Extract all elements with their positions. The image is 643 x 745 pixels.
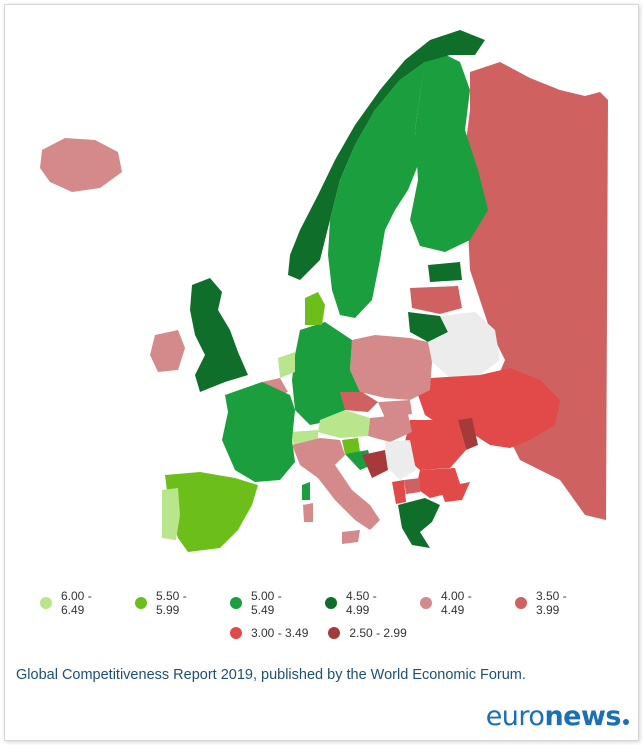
region-estonia <box>428 262 462 282</box>
region-corsica <box>302 482 310 500</box>
europe-map <box>40 30 608 552</box>
region-poland <box>350 335 432 400</box>
region-iceland <box>40 138 122 192</box>
legend-swatch <box>230 627 242 639</box>
legend-item: 3.00 - 3.49 <box>230 626 308 640</box>
region-romania <box>402 420 466 470</box>
region-sicily <box>342 530 360 544</box>
region-france <box>222 382 295 482</box>
region-albania <box>392 480 406 504</box>
region-slovakia <box>378 400 412 418</box>
legend-swatch <box>328 627 341 639</box>
legend-item: 2.50 - 2.99 <box>328 626 407 640</box>
legend-label: 3.50 - 3.99 <box>536 589 567 617</box>
region-moldova <box>458 418 478 450</box>
region-turkey <box>440 482 470 502</box>
legend-swatch <box>135 597 147 609</box>
region-great-britain <box>190 278 248 392</box>
legend-swatch <box>325 597 337 609</box>
region-sweden <box>328 62 425 318</box>
logo-text-bold: news <box>544 701 621 732</box>
region-netherlands <box>278 352 295 378</box>
legend-swatch <box>40 597 52 609</box>
legend-item: 6.00 - 6.49 <box>40 589 115 617</box>
legend-item: 5.50 - 5.99 <box>135 589 210 617</box>
region-hungary <box>368 414 412 442</box>
region-portugal <box>162 488 180 540</box>
region-north-macedonia <box>404 478 420 494</box>
region-ireland <box>150 330 185 372</box>
region-finland <box>410 52 488 252</box>
legend-label: 2.50 - 2.99 <box>349 626 407 640</box>
legend-swatch <box>515 597 527 609</box>
region-lithuania <box>408 312 448 342</box>
legend-label: 5.00 - 5.49 <box>251 589 282 617</box>
region-czechia <box>340 392 378 412</box>
region-austria <box>318 410 370 438</box>
region-bosnia <box>362 450 388 478</box>
legend-item: 4.50 - 4.99 <box>325 589 400 617</box>
region-russia <box>465 62 608 520</box>
caption: Global Competitiveness Report 2019, publ… <box>16 667 526 683</box>
legend-item: 4.00 - 4.49 <box>420 589 495 617</box>
legend-label: 3.00 - 3.49 <box>251 626 309 640</box>
legend-label: 4.00 - 4.49 <box>441 589 472 617</box>
legend-swatch <box>420 597 432 609</box>
region-spain <box>165 472 258 552</box>
logo-text-light: euro <box>485 701 545 732</box>
legend-label: 4.50 - 4.99 <box>346 589 377 617</box>
legend: 6.00 - 6.49 5.50 - 5.99 5.00 - 5.49 4.50… <box>40 589 610 654</box>
euronews-logo: euronews <box>486 701 629 732</box>
logo-dot <box>623 719 629 725</box>
legend-row-1: 6.00 - 6.49 5.50 - 5.99 5.00 - 5.49 4.50… <box>40 589 610 617</box>
region-norway <box>288 30 485 280</box>
region-italy <box>292 438 380 530</box>
legend-label: 6.00 - 6.49 <box>61 589 92 617</box>
region-belarus <box>428 312 500 378</box>
region-russia-north-island <box>495 115 540 140</box>
region-sardinia <box>303 503 313 522</box>
region-denmark <box>305 292 325 325</box>
region-slovenia <box>342 438 360 454</box>
legend-row-2: 3.00 - 3.49 2.50 - 2.99 <box>40 624 610 642</box>
legend-item: 5.00 - 5.49 <box>230 589 305 617</box>
region-greece <box>398 498 440 548</box>
region-latvia <box>410 286 462 314</box>
region-serbia <box>385 440 416 480</box>
legend-swatch <box>230 597 242 609</box>
legend-label: 5.50 - 5.99 <box>156 589 187 617</box>
legend-item: 3.50 - 3.99 <box>515 589 590 617</box>
